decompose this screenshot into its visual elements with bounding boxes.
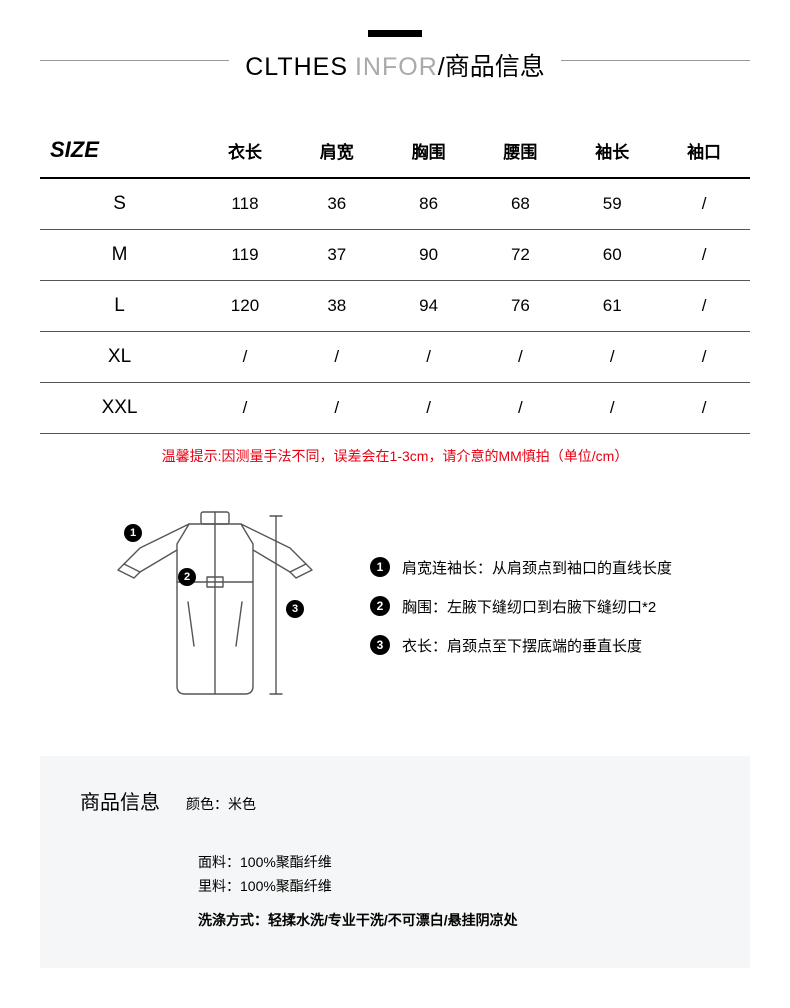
size-cell: M <box>40 230 199 281</box>
legend-text-3: 衣长：肩颈点至下摆底端的垂直长度 <box>402 635 642 656</box>
size-cell: XL <box>40 332 199 383</box>
value-cell: / <box>658 178 750 230</box>
header-title: CLTHES INFOR/商品信息 <box>229 47 560 83</box>
info-fabric: 面料：100%聚酯纤维 <box>198 851 710 875</box>
header-title-sep: / <box>438 53 445 81</box>
value-cell: 90 <box>383 230 475 281</box>
info-fabric-val: 100%聚酯纤维 <box>240 854 332 870</box>
diagram-marker-1: 1 <box>124 524 142 542</box>
value-cell: / <box>291 332 383 383</box>
size-cell: L <box>40 281 199 332</box>
legend-badge-2: 2 <box>370 596 390 616</box>
size-cell: XXL <box>40 383 199 434</box>
info-color: 颜色：米色 <box>186 794 256 814</box>
value-cell: / <box>383 383 475 434</box>
size-table: SIZE 衣长 肩宽 胸围 腰围 袖长 袖口 S11836866859/M119… <box>40 123 750 434</box>
legend-text-1: 肩宽连袖长：从肩颈点到袖口的直线长度 <box>402 557 672 578</box>
value-cell: 68 <box>475 178 567 230</box>
value-cell: 94 <box>383 281 475 332</box>
table-row: L12038947661/ <box>40 281 750 332</box>
value-cell: / <box>199 332 291 383</box>
value-cell: 61 <box>566 281 658 332</box>
info-lining-val: 100%聚酯纤维 <box>240 878 332 894</box>
garment-diagram: 1 2 3 <box>100 506 330 706</box>
value-cell: 38 <box>291 281 383 332</box>
legend-badge-3: 3 <box>370 635 390 655</box>
value-cell: / <box>658 332 750 383</box>
value-cell: / <box>291 383 383 434</box>
col-3: 腰围 <box>475 123 567 178</box>
product-info-panel: 商品信息 颜色：米色 面料：100%聚酯纤维 里料：100%聚酯纤维 洗涤方式：… <box>40 756 750 968</box>
value-cell: / <box>658 383 750 434</box>
legend-text-2: 胸围：左腋下缝纫口到右腋下缝纫口*2 <box>402 596 656 617</box>
info-color-val: 米色 <box>228 796 256 812</box>
value-cell: / <box>199 383 291 434</box>
table-row: XXL////// <box>40 383 750 434</box>
value-cell: / <box>475 383 567 434</box>
legend-row-1: 1 肩宽连袖长：从肩颈点到袖口的直线长度 <box>370 557 750 578</box>
col-0: 衣长 <box>199 123 291 178</box>
header-title-en2: INFOR <box>355 53 438 81</box>
value-cell: / <box>475 332 567 383</box>
col-5: 袖口 <box>658 123 750 178</box>
diagram-marker-3: 3 <box>286 600 304 618</box>
size-table-header-row: SIZE 衣长 肩宽 胸围 腰围 袖长 袖口 <box>40 123 750 178</box>
value-cell: / <box>566 332 658 383</box>
info-wash-val: 轻揉水洗/专业干洗/不可漂白/悬挂阴凉处 <box>268 912 518 928</box>
value-cell: 86 <box>383 178 475 230</box>
header-accent-bar <box>368 30 422 37</box>
info-fabric-label: 面料： <box>198 854 240 870</box>
value-cell: 60 <box>566 230 658 281</box>
col-1: 肩宽 <box>291 123 383 178</box>
info-title: 商品信息 <box>80 786 160 815</box>
table-row: XL////// <box>40 332 750 383</box>
legend-row-2: 2 胸围：左腋下缝纫口到右腋下缝纫口*2 <box>370 596 750 617</box>
value-cell: 76 <box>475 281 567 332</box>
value-cell: 37 <box>291 230 383 281</box>
value-cell: / <box>383 332 475 383</box>
value-cell: / <box>566 383 658 434</box>
value-cell: 59 <box>566 178 658 230</box>
size-header: SIZE <box>40 123 199 178</box>
col-2: 胸围 <box>383 123 475 178</box>
value-cell: 119 <box>199 230 291 281</box>
info-lining: 里料：100%聚酯纤维 <box>198 875 710 899</box>
info-wash-label: 洗涤方式： <box>198 912 268 928</box>
header-title-cn: 商品信息 <box>445 53 545 81</box>
size-note: 温馨提示:因测量手法不同，误差会在1-3cm，请介意的MM慎拍（单位/cm） <box>40 446 750 466</box>
header: CLTHES INFOR/商品信息 <box>40 30 750 83</box>
value-cell: 36 <box>291 178 383 230</box>
value-cell: 72 <box>475 230 567 281</box>
header-title-en1: CLTHES <box>245 53 348 81</box>
value-cell: 118 <box>199 178 291 230</box>
col-4: 袖长 <box>566 123 658 178</box>
legend-badge-1: 1 <box>370 557 390 577</box>
value-cell: 120 <box>199 281 291 332</box>
info-wash: 洗涤方式：轻揉水洗/专业干洗/不可漂白/悬挂阴凉处 <box>198 909 710 933</box>
table-row: S11836866859/ <box>40 178 750 230</box>
size-cell: S <box>40 178 199 230</box>
value-cell: / <box>658 230 750 281</box>
measurement-legend: 1 肩宽连袖长：从肩颈点到袖口的直线长度 2 胸围：左腋下缝纫口到右腋下缝纫口*… <box>370 539 750 674</box>
table-row: M11937907260/ <box>40 230 750 281</box>
info-lining-label: 里料： <box>198 878 240 894</box>
legend-row-3: 3 衣长：肩颈点至下摆底端的垂直长度 <box>370 635 750 656</box>
diagram-marker-2: 2 <box>178 568 196 586</box>
info-color-label: 颜色： <box>186 796 228 812</box>
value-cell: / <box>658 281 750 332</box>
